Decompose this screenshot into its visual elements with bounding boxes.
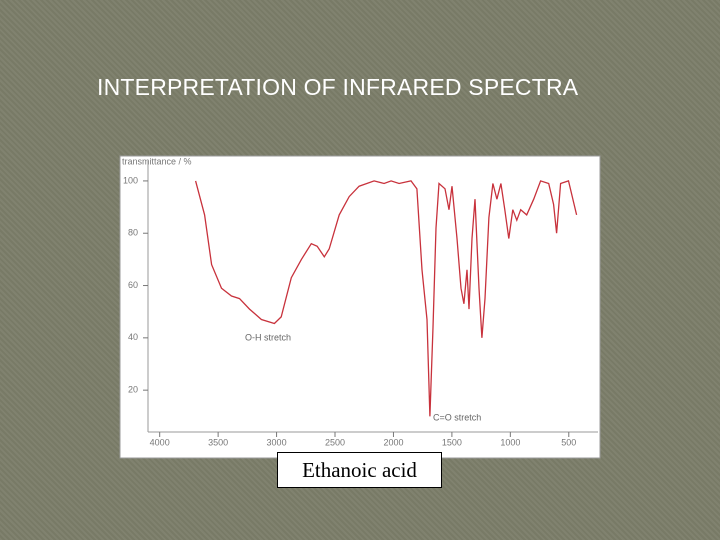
chart-panel (119, 155, 601, 459)
x-tick-label: 3000 (267, 437, 287, 447)
spectrum-line (194, 180, 578, 417)
x-tick-label: 2500 (325, 437, 345, 447)
x-tick-label: 1500 (442, 437, 462, 447)
annotation: O-H stretch (245, 332, 291, 342)
y-tick-label: 40 (128, 332, 138, 342)
x-tick-label: 1000 (500, 437, 520, 447)
slide-title: INTERPRETATION OF INFRARED SPECTRA (97, 74, 579, 100)
x-tick-label: 3500 (208, 437, 228, 447)
x-tick-label: 2000 (383, 437, 403, 447)
caption: Ethanoic acid (277, 452, 442, 488)
annotation: C=O stretch (433, 412, 481, 422)
y-tick-label: 20 (128, 385, 138, 395)
y-tick-label: 100 (123, 175, 138, 185)
y-axis-label: transmittance / % (122, 156, 192, 166)
x-tick-label: 500 (561, 437, 576, 447)
y-tick-label: 80 (128, 228, 138, 238)
y-tick-label: 60 (128, 280, 138, 290)
x-tick-label: 4000 (150, 437, 170, 447)
